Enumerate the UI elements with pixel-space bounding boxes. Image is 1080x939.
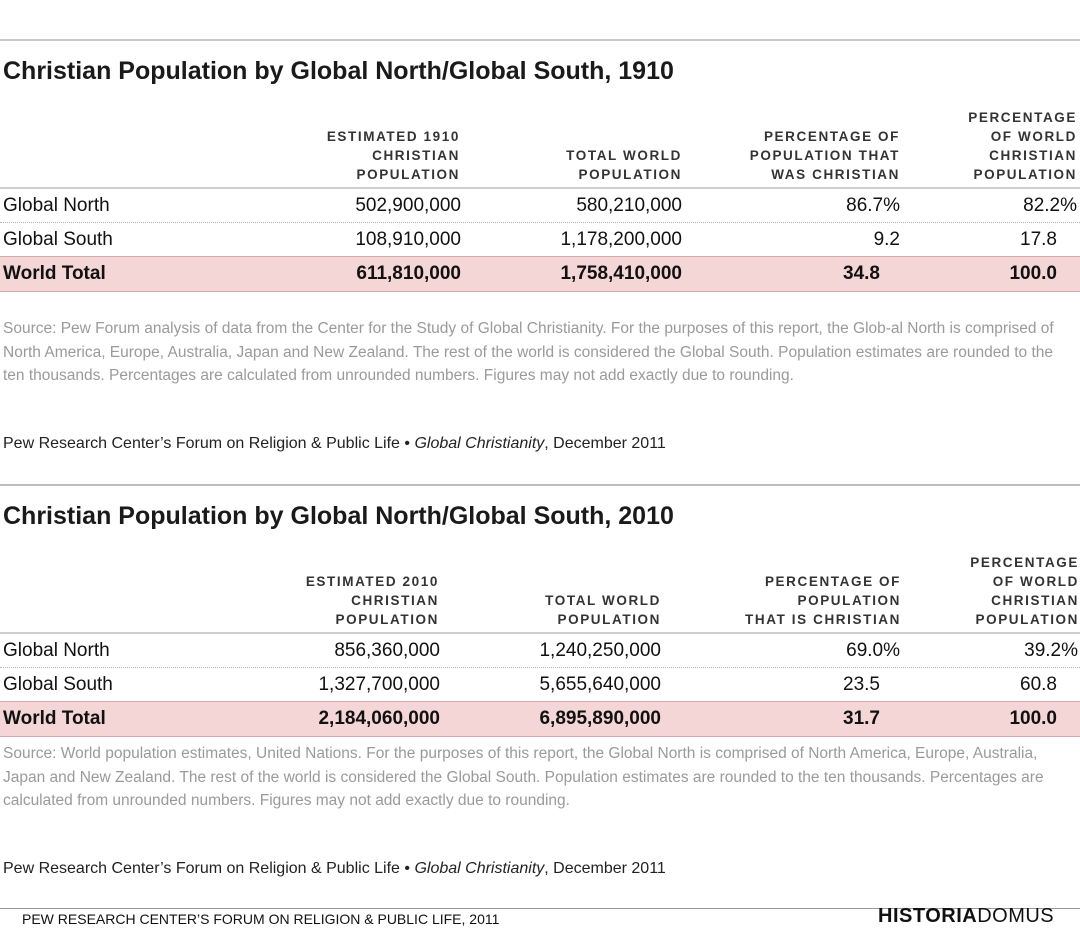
credit-suffix: , December 2011 xyxy=(544,435,666,452)
christian-pop-cell: 108,910,000 xyxy=(355,229,461,250)
pct-world-cell: 39.2% xyxy=(1024,640,1078,661)
pct-christian-cell: 69.0% xyxy=(846,640,900,661)
table-row: Global North 502,900,000 580,210,000 86.… xyxy=(0,189,1080,223)
total-pop-cell: 5,655,640,000 xyxy=(539,674,661,695)
christian-pop-cell: 2,184,060,000 xyxy=(318,708,440,729)
logo-light: DOMUS xyxy=(977,905,1055,927)
christian-pop-cell: 856,360,000 xyxy=(334,640,440,661)
section-divider xyxy=(0,484,1080,486)
total-pop-cell: 1,758,410,000 xyxy=(560,263,682,284)
pct-world-cell: 82.2% xyxy=(1023,195,1077,216)
christian-pop-cell: 1,327,700,000 xyxy=(318,674,440,695)
row-label: World Total xyxy=(3,263,106,284)
footer-rule xyxy=(0,908,1080,909)
logo-bold: HISTORIA xyxy=(878,905,978,927)
pct-world-cell: 100.0 xyxy=(1009,263,1057,284)
pct-world-cell: 60.8 xyxy=(1020,674,1057,695)
total-row: World Total 2,184,060,000 6,895,890,000 … xyxy=(0,701,1080,737)
table-row: Global South 1,327,700,000 5,655,640,000… xyxy=(0,668,1080,702)
header-total-world: TOTAL WORLD POPULATION xyxy=(566,148,682,182)
pct-christian-cell: 31.7 xyxy=(843,708,880,729)
row-label: Global South xyxy=(3,674,113,695)
credit-line: Pew Research Center’s Forum on Religion … xyxy=(3,435,666,453)
total-pop-cell: 580,210,000 xyxy=(576,195,682,216)
table-row: Global South 108,910,000 1,178,200,000 9… xyxy=(0,223,1080,257)
total-row: World Total 611,810,000 1,758,410,000 34… xyxy=(0,256,1080,292)
total-pop-cell: 1,240,250,000 xyxy=(539,640,661,661)
row-label: Global North xyxy=(3,195,110,216)
credit-title: Global Christianity xyxy=(414,860,545,877)
source-note: Source: Pew Forum analysis of data from … xyxy=(3,320,1054,384)
header-pct-world: PERCENTAGE OF WORLD CHRISTIAN POPULATION xyxy=(970,555,1079,627)
pct-world-cell: 17.8 xyxy=(1020,229,1057,250)
christian-pop-cell: 611,810,000 xyxy=(356,263,461,284)
historiadomus-logo: HISTORIADOMUS xyxy=(878,905,1054,928)
credit-prefix: Pew Research Center’s Forum on Religion … xyxy=(3,860,410,877)
pct-christian-cell: 23.5 xyxy=(843,674,880,695)
pct-world-cell: 100.0 xyxy=(1009,708,1057,729)
row-label: Global South xyxy=(3,229,113,250)
credit-line: Pew Research Center’s Forum on Religion … xyxy=(3,860,666,878)
credit-suffix: , December 2011 xyxy=(544,860,666,877)
header-pct-christian: PERCENTAGE OF POPULATION THAT IS CHRISTI… xyxy=(745,574,901,627)
total-pop-cell: 1,178,200,000 xyxy=(560,229,682,250)
footer-text: PEW RESEARCH CENTER’S FORUM ON RELIGION … xyxy=(22,911,500,927)
table-row: Global North 856,360,000 1,240,250,000 6… xyxy=(0,634,1080,668)
row-label: Global North xyxy=(3,640,110,661)
source-note: Source: World population estimates, Unit… xyxy=(3,745,1044,809)
credit-title: Global Christianity xyxy=(414,435,545,452)
header-pct-christian: PERCENTAGE OF POPULATION THAT WAS CHRIST… xyxy=(749,129,900,182)
row-divider xyxy=(0,667,1080,668)
header-pct-world: PERCENTAGE OF WORLD CHRISTIAN POPULATION xyxy=(968,110,1077,182)
top-rule xyxy=(0,39,1080,41)
pct-christian-cell: 34.8 xyxy=(843,263,880,284)
pct-christian-cell: 86.7% xyxy=(846,195,900,216)
row-label: World Total xyxy=(3,708,106,729)
header-total-world: TOTAL WORLD POPULATION xyxy=(545,593,661,627)
total-pop-cell: 6,895,890,000 xyxy=(539,708,661,729)
header-divider xyxy=(0,632,1080,634)
row-divider xyxy=(0,222,1080,223)
header-estimated-christian: ESTIMATED 2010 CHRISTIAN POPULATION xyxy=(305,574,439,627)
table-title: Christian Population by Global North/Glo… xyxy=(3,502,674,530)
header-divider xyxy=(0,187,1080,189)
pct-christian-cell: 9.2 xyxy=(873,229,900,250)
christian-pop-cell: 502,900,000 xyxy=(355,195,461,216)
header-estimated-christian: ESTIMATED 1910 CHRISTIAN POPULATION xyxy=(326,129,460,182)
table-title: Christian Population by Global North/Glo… xyxy=(3,57,674,85)
credit-prefix: Pew Research Center’s Forum on Religion … xyxy=(3,435,410,452)
